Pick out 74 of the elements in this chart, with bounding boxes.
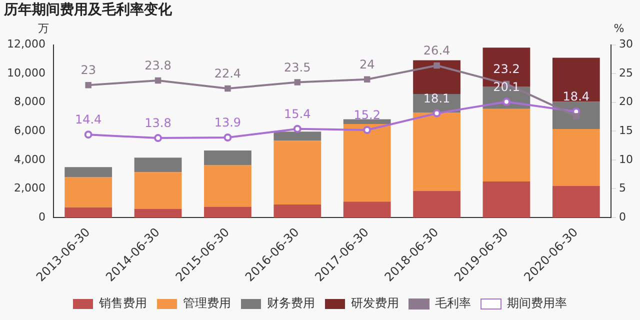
y2-tick-label: 20 [619, 95, 634, 108]
legend-label: 销售费用 [98, 296, 147, 310]
y-tick-label: 6,000 [14, 124, 46, 138]
point [84, 130, 92, 139]
data-label: 23.8 [144, 58, 172, 73]
point [294, 79, 301, 86]
point [434, 62, 440, 69]
data-label: 23.2 [493, 62, 520, 76]
y2-tick-label: 10 [619, 152, 634, 166]
bar [204, 165, 252, 207]
point [432, 109, 441, 118]
y-tick-label: 4,000 [14, 152, 46, 166]
legend-label: 财务费用 [267, 296, 315, 310]
data-label: 18.4 [562, 90, 590, 104]
bar [552, 58, 600, 102]
y2-tick-label: 0 [619, 210, 626, 224]
legend-label: 毛利率 [435, 296, 471, 310]
legend-label: 研发费用 [351, 296, 399, 310]
bar [274, 132, 322, 141]
point [154, 134, 162, 142]
y-tick-label: 10,000 [6, 66, 46, 80]
bar [413, 190, 460, 218]
point [364, 76, 370, 82]
bar [552, 186, 600, 218]
bar [64, 177, 112, 208]
chart-title: 历年期间费用及毛利率变化 [3, 1, 173, 18]
bar [552, 128, 600, 186]
data-label: 24 [359, 57, 375, 72]
y2-tick-label: 5 [619, 182, 626, 195]
bar [482, 108, 530, 182]
y-axis-title: 万 [38, 22, 49, 36]
legend-label: 期间费用率 [507, 296, 567, 310]
bar [204, 150, 252, 166]
y-tick-label: 12,000 [6, 38, 46, 51]
bar [134, 158, 182, 172]
bar [64, 207, 112, 218]
bar [482, 182, 530, 218]
point [224, 133, 232, 142]
y-tick-label: 2,000 [14, 182, 46, 195]
point [85, 82, 92, 88]
point [363, 126, 372, 134]
bar [274, 140, 322, 205]
data-label: 18.1 [423, 91, 450, 106]
bar [134, 172, 182, 209]
bar [274, 204, 322, 218]
data-label: 13.9 [214, 116, 242, 130]
data-label: 13.8 [144, 116, 172, 130]
point [154, 77, 162, 84]
bar [64, 167, 112, 178]
data-label: 14.4 [74, 112, 102, 127]
y2-tick-label: 25 [619, 66, 634, 80]
y-tick-label: 8,000 [14, 95, 46, 108]
data-label: 15.2 [354, 108, 380, 122]
data-label: 26.4 [423, 44, 450, 58]
point [224, 85, 231, 92]
data-label: 23.5 [284, 60, 311, 74]
bar [343, 202, 391, 218]
bar [204, 206, 252, 218]
bar [413, 60, 460, 94]
bar [134, 208, 182, 218]
y2-axis-title: % [614, 22, 624, 36]
data-label: 15.4 [284, 106, 311, 121]
y2-tick-label: 30 [619, 38, 634, 51]
bar [343, 119, 391, 124]
y-tick-label: 0 [38, 210, 46, 224]
y2-tick-label: 15 [619, 124, 634, 138]
point [502, 98, 510, 106]
point [573, 113, 580, 120]
data-label: 22.4 [214, 66, 242, 81]
bar [413, 112, 460, 191]
data-label: 23 [80, 63, 96, 78]
bar [343, 124, 391, 202]
legend-label: 管理费用 [183, 296, 231, 310]
point [293, 124, 302, 133]
